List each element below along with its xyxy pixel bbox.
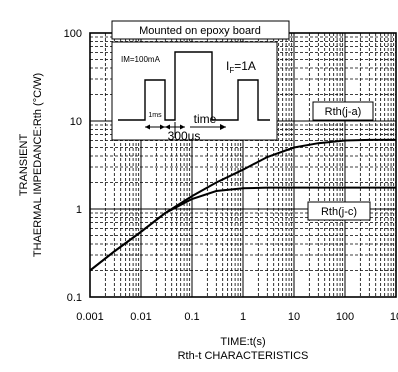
y-tick-label: 1 bbox=[76, 204, 82, 216]
x-tick-label: 0.1 bbox=[184, 311, 199, 323]
y-tick-labels: 100 10 1 0.1 bbox=[64, 28, 82, 304]
inset-diagram: Mounted on epoxy board IM=100mA IF=1A 1m… bbox=[112, 21, 289, 143]
x-tick-label: 10 bbox=[288, 311, 300, 323]
x-tick-label: 0.01 bbox=[130, 311, 151, 323]
x-tick-label: 1 bbox=[240, 311, 246, 323]
legend-rth-ja-label: Rth(j-a) bbox=[325, 106, 362, 118]
inset-title: Mounted on epoxy board bbox=[139, 25, 261, 37]
inset-pulse-width-label: 1ms bbox=[148, 112, 162, 119]
chart-title: Rth-t CHARACTERISTICS bbox=[178, 350, 309, 362]
inset-im-label: IM=100mA bbox=[121, 55, 161, 64]
y-tick-label: 10 bbox=[70, 116, 82, 128]
x-tick-label: 10 bbox=[390, 311, 398, 323]
y-axis-title-line1: TRANSIENT bbox=[18, 134, 30, 197]
inset-time-label: time bbox=[194, 112, 217, 126]
y-axis-title-line2: THAERMAL IMPEDANCE:Rth (°C/W) bbox=[32, 73, 44, 257]
legend-rth-ja: Rth(j-a) bbox=[313, 102, 373, 120]
y-tick-label: 0.1 bbox=[67, 292, 82, 304]
y-tick-label: 100 bbox=[64, 28, 82, 40]
x-axis-title: TIME:t(s) bbox=[220, 336, 265, 348]
legend-rth-jc-label: Rth(j-c) bbox=[321, 206, 357, 218]
x-tick-label: 0.001 bbox=[76, 311, 104, 323]
inset-period-label: 300us bbox=[168, 129, 201, 143]
x-tick-label: 100 bbox=[336, 311, 354, 323]
x-tick-labels: 0.001 0.01 0.1 1 10 100 10 bbox=[76, 311, 398, 323]
legend-rth-jc: Rth(j-c) bbox=[308, 202, 370, 220]
